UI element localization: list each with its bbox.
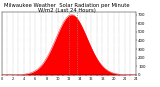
Text: Milwaukee Weather  Solar Radiation per Minute W/m2 (Last 24 Hours): Milwaukee Weather Solar Radiation per Mi… (4, 3, 130, 13)
